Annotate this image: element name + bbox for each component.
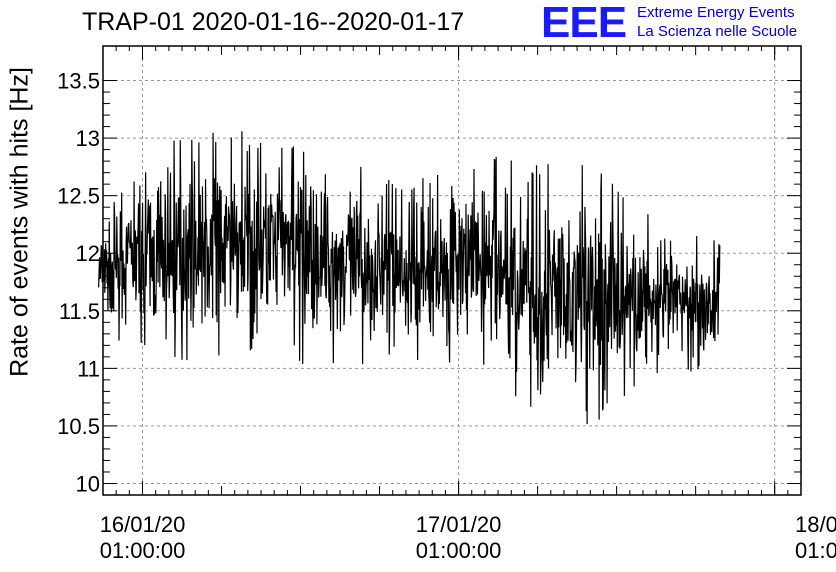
x-tick-label-time: 01:00:00 [100,538,186,563]
x-tick-label-date: 17/01/20 [416,512,502,537]
rate-series-line [98,131,721,425]
x-tick-label-time: 01:00:00 [416,538,502,563]
y-tick-label: 12 [76,241,100,266]
chart-title: TRAP-01 2020-01-16--2020-01-17 [82,8,465,36]
x-tick-label-date: 18/01/2 [795,512,836,537]
y-tick-label: 10.5 [57,414,100,439]
x-tick-label-date: 16/01/20 [100,512,186,537]
y-tick-label: 13 [76,126,100,151]
y-tick-label: 13.5 [57,69,100,94]
y-tick-label: 11.5 [59,299,100,324]
logo-caption-line2: La Scienza nelle Scuole [637,23,798,40]
y-tick-label: 11 [77,356,100,381]
x-tick-label-time: 01:00:0 [795,538,836,563]
logo-caption: Extreme Energy Events La Scienza nelle S… [637,3,797,41]
y-tick-label: 10 [76,471,100,496]
eee-logo: EEE [541,0,627,47]
y-tick-label: 12.5 [57,184,100,209]
logo-caption-line1: Extreme Energy Events [637,4,795,21]
